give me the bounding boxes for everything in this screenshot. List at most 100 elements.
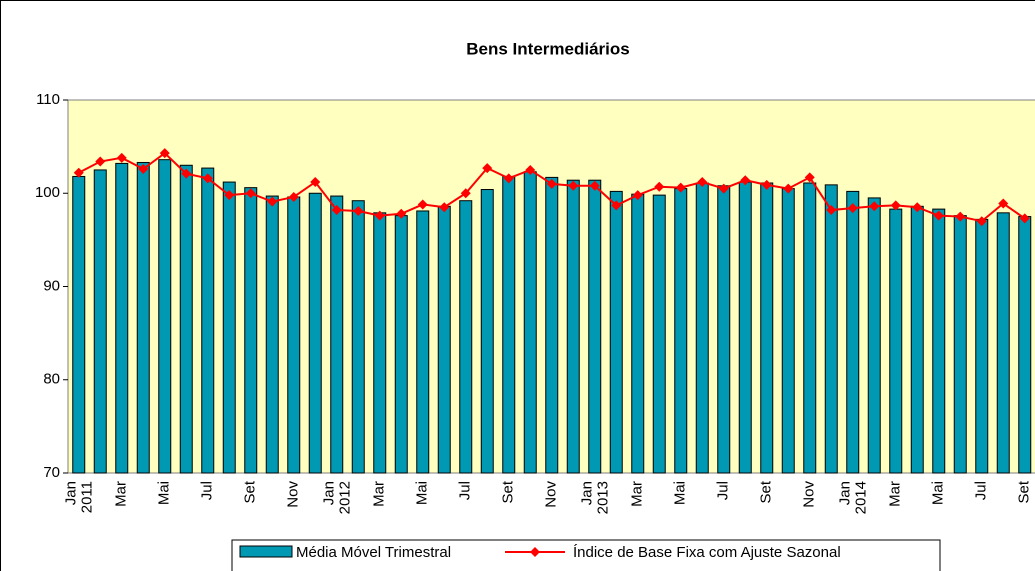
marker <box>267 196 278 207</box>
x-tick-label: Jul <box>199 481 216 500</box>
bar <box>158 159 172 474</box>
bar <box>351 200 365 474</box>
legend-label: Índice de Base Fixa com Ajuste Sazonal <box>573 544 841 561</box>
bar <box>437 205 451 474</box>
bar <box>717 185 731 474</box>
bar <box>803 182 817 474</box>
bar <box>72 175 86 474</box>
bar <box>136 161 150 474</box>
marker <box>869 201 880 212</box>
marker <box>159 148 170 159</box>
marker <box>482 163 493 174</box>
marker <box>310 177 321 188</box>
marker <box>224 190 235 201</box>
marker <box>998 198 1009 209</box>
marker <box>718 183 729 194</box>
x-tick-label: Set <box>242 480 259 503</box>
marker <box>632 190 643 201</box>
legend <box>231 539 941 571</box>
bar <box>244 187 258 474</box>
bar <box>523 171 537 474</box>
x-tick-label: Mar <box>629 481 646 507</box>
marker <box>95 156 106 167</box>
bar <box>222 181 236 474</box>
x-tick-label: Mar <box>371 481 388 507</box>
y-tick-label: 80 <box>43 371 60 388</box>
bar <box>953 215 967 474</box>
marker <box>761 179 772 190</box>
bar <box>330 195 344 474</box>
marker <box>181 168 192 179</box>
chart-title: Bens Intermediários <box>466 39 629 58</box>
bar <box>588 179 602 474</box>
marker <box>890 200 901 211</box>
marker <box>654 181 665 192</box>
marker <box>783 183 794 194</box>
x-tick-label: Mar <box>887 481 904 507</box>
marker <box>611 200 622 211</box>
bar <box>93 169 107 474</box>
x-tick-label: Mai <box>414 481 431 505</box>
x-tick-label: Mai <box>156 481 173 505</box>
bar <box>760 182 774 474</box>
x-tick-label: Nov <box>285 481 302 508</box>
y-tick-label: 90 <box>43 277 60 294</box>
x-tick-label: Nov <box>801 481 818 508</box>
x-tick-label: Mai <box>672 481 689 505</box>
bar <box>502 175 516 474</box>
bar <box>652 194 666 474</box>
bar <box>889 208 903 474</box>
bar <box>566 179 580 474</box>
marker <box>568 180 579 191</box>
x-tick-label: Jan <box>63 481 80 505</box>
marker <box>439 202 450 213</box>
marker <box>675 182 686 193</box>
marker <box>245 188 256 199</box>
marker <box>525 164 536 175</box>
bar <box>394 215 408 474</box>
marker <box>546 178 557 189</box>
bar <box>201 167 215 474</box>
bar <box>287 196 301 474</box>
x-tick-label: Set <box>758 480 775 503</box>
marker <box>826 205 837 216</box>
marker <box>396 208 407 219</box>
marker <box>740 175 751 186</box>
x-tick-year: 2013 <box>595 481 612 514</box>
marker <box>374 210 385 221</box>
bar <box>975 218 989 474</box>
x-tick-label: Mai <box>930 481 947 505</box>
marker <box>955 211 966 222</box>
marker <box>589 180 600 191</box>
marker <box>288 191 299 202</box>
marker <box>976 216 987 227</box>
bar <box>824 184 838 474</box>
marker <box>1019 213 1030 224</box>
legend-label: Média Móvel Trimestral <box>296 544 451 561</box>
x-tick-label: Set <box>500 480 517 503</box>
y-tick-label: 110 <box>36 91 60 108</box>
y-tick-label: 70 <box>43 464 60 481</box>
bar <box>265 195 279 474</box>
bar <box>179 164 193 474</box>
bar <box>459 200 473 474</box>
marker <box>417 199 428 210</box>
legend-swatch <box>239 545 293 558</box>
bar <box>932 208 946 474</box>
bar <box>674 188 688 474</box>
legend-marker <box>530 547 540 557</box>
marker <box>697 177 708 188</box>
x-tick-label: Jan <box>579 481 596 505</box>
marker <box>353 205 364 216</box>
bar <box>609 190 623 474</box>
x-tick-label: Jan <box>837 481 854 505</box>
x-tick-label: Jul <box>715 481 732 500</box>
marker <box>804 172 815 183</box>
marker <box>73 167 84 178</box>
marker <box>912 202 923 213</box>
x-tick-label: Jul <box>457 481 474 500</box>
marker <box>116 152 127 163</box>
bar <box>781 188 795 474</box>
bar <box>308 192 322 474</box>
